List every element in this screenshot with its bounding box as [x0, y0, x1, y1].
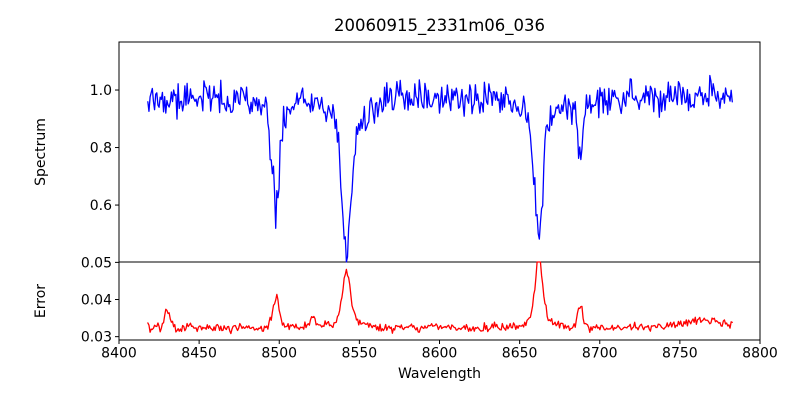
y-tick-label: 0.04 — [81, 293, 112, 309]
plot-area: 0.6 0.8 1.0 0.03 0.04 0.05 8400 8450 8500 8550 860… — [81, 41, 778, 362]
error-line — [147, 261, 733, 335]
x-tick-label: 8650 — [502, 346, 538, 362]
spectrum-axes-frame — [118, 41, 761, 263]
x-tick-label: 8600 — [422, 346, 458, 362]
chart-title: 20060915_2331m06_036 — [334, 16, 545, 36]
y-tick-label: 0.03 — [81, 330, 112, 346]
x-tick-label: 8800 — [742, 346, 778, 362]
y-tick-label: 0.8 — [90, 141, 112, 157]
error-y-axis-label: Error — [33, 284, 49, 318]
y-tick-label: 0.05 — [81, 255, 112, 271]
spectrum-y-axis-label: Spectrum — [33, 118, 49, 186]
x-tick-label: 8400 — [101, 346, 137, 362]
x-tick-label: 8450 — [181, 346, 217, 362]
x-tick-label: 8700 — [582, 346, 618, 362]
spectrum-line — [147, 74, 733, 263]
x-axis-label: Wavelength — [398, 366, 481, 382]
x-tick-label: 8750 — [662, 346, 698, 362]
y-tick-label: 0.6 — [90, 198, 112, 214]
x-tick-label: 8500 — [261, 346, 297, 362]
x-tick-label: 8550 — [342, 346, 378, 362]
y-tick-label: 1.0 — [90, 83, 112, 99]
